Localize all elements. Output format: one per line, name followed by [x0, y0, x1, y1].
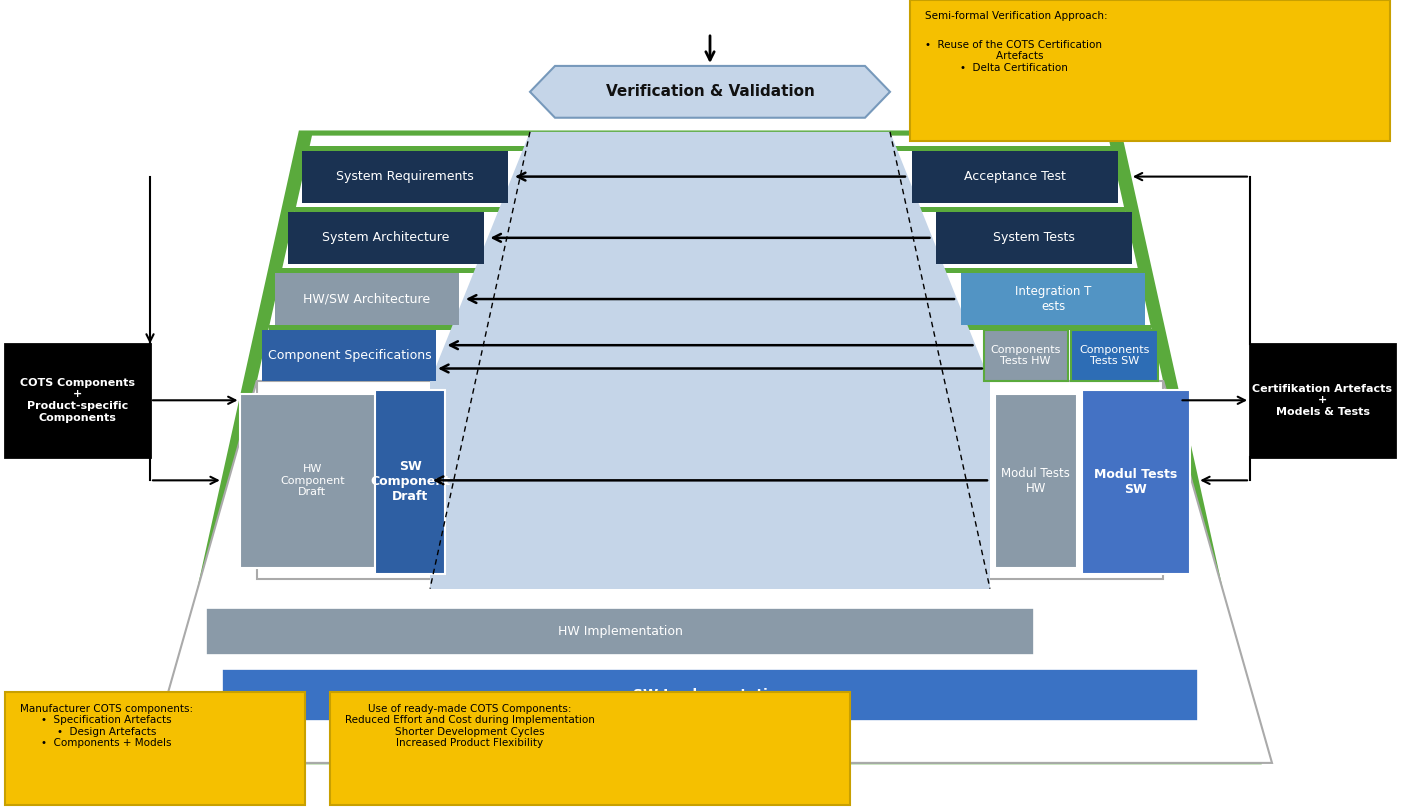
Bar [223, 669, 1198, 721]
Bar [302, 151, 508, 202]
Text: Modul Tests
HW: Modul Tests HW [1001, 467, 1070, 495]
Polygon shape [430, 382, 990, 589]
Text: Certifikation Artefacts
+
Models & Tests: Certifikation Artefacts + Models & Tests [1252, 384, 1393, 417]
Polygon shape [530, 66, 890, 117]
Bar [262, 330, 436, 382]
Text: Modul Tests
SW: Modul Tests SW [1094, 467, 1177, 496]
Text: HW Implementation: HW Implementation [557, 625, 682, 637]
Text: SW
Component
Draft: SW Component Draft [369, 460, 450, 503]
Bar [6, 343, 149, 457]
Text: COTS Components
+
Product-specific
Components: COTS Components + Product-specific Compo… [20, 378, 135, 423]
Bar [375, 390, 446, 573]
Text: Semi-formal Verification Approach:: Semi-formal Verification Approach: [925, 11, 1108, 21]
Bar [1081, 390, 1190, 573]
Bar [6, 693, 305, 805]
Text: HW/SW Architecture: HW/SW Architecture [303, 292, 430, 305]
Text: Use of ready-made COTS Components:
Reduced Effort and Cost during Implementation: Use of ready-made COTS Components: Reduc… [345, 704, 595, 748]
Polygon shape [430, 132, 990, 382]
Text: HW
Component
Draft: HW Component Draft [281, 464, 344, 497]
Bar [984, 330, 1067, 382]
Bar [295, 207, 1125, 212]
Text: SW Implementation: SW Implementation [633, 688, 787, 701]
Bar [330, 693, 850, 805]
Bar [936, 212, 1131, 264]
Bar [269, 325, 1152, 330]
Bar [206, 608, 1034, 654]
Text: Verification & Validation: Verification & Validation [605, 84, 815, 100]
Text: System Tests: System Tests [993, 232, 1074, 245]
Text: Manufacturer COTS components:
•  Specification Artefacts
•  Design Artefacts
•  : Manufacturer COTS components: • Specific… [20, 704, 193, 748]
Text: Components
Tests HW: Components Tests HW [990, 345, 1060, 366]
Text: Integration T
ests: Integration T ests [1015, 285, 1091, 313]
Bar [289, 212, 484, 264]
Text: Acceptance Test: Acceptance Test [964, 170, 1066, 183]
Polygon shape [148, 382, 1272, 763]
Polygon shape [159, 132, 1261, 763]
Bar [275, 273, 460, 325]
Bar [909, 0, 1390, 141]
Bar [257, 382, 1163, 579]
Bar [1070, 330, 1158, 382]
Bar [995, 394, 1077, 568]
Bar [912, 151, 1118, 202]
Text: •  Reuse of the COTS Certification
    Artefacts
•  Delta Certification: • Reuse of the COTS Certification Artefa… [925, 40, 1103, 73]
Bar [309, 146, 1111, 151]
Polygon shape [172, 135, 1248, 759]
Text: Components
Tests SW: Components Tests SW [1079, 345, 1149, 366]
Bar [281, 268, 1139, 273]
Bar [240, 394, 385, 568]
Bar [962, 273, 1145, 325]
Text: System Architecture: System Architecture [323, 232, 450, 245]
Bar [1251, 343, 1394, 457]
Text: Component Specifications: Component Specifications [268, 349, 431, 362]
Text: System Requirements: System Requirements [336, 170, 474, 183]
